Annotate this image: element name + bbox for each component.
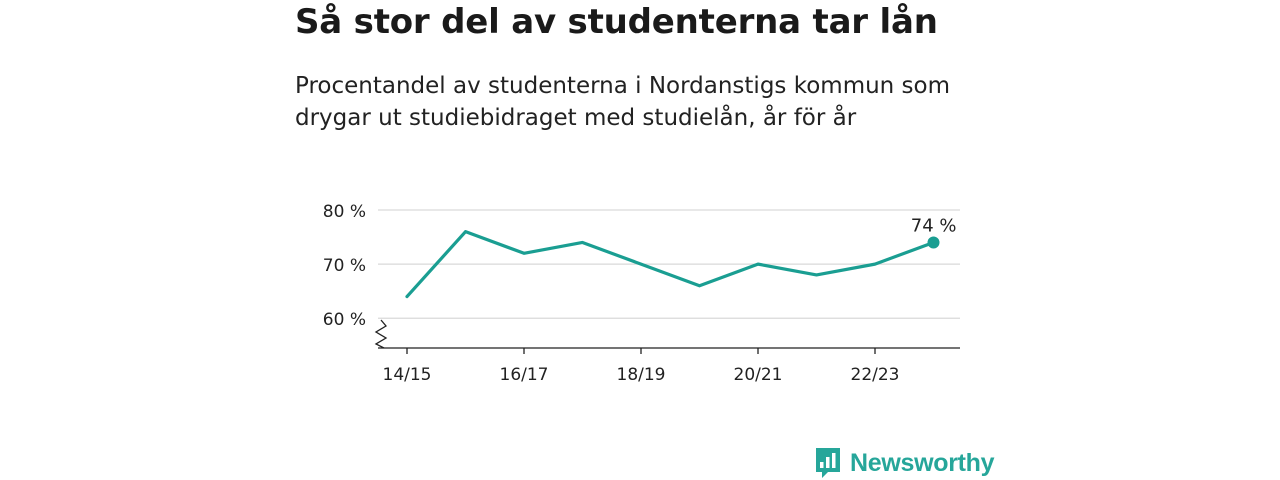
brand-name: Newsworthy — [850, 448, 995, 477]
x-tick-label: 16/17 — [500, 365, 549, 385]
x-tick-label: 20/21 — [734, 365, 783, 385]
y-tick-label: 60 % — [323, 310, 366, 330]
x-tick-label: 22/23 — [851, 365, 900, 385]
last-point-label: 74 % — [911, 215, 957, 236]
brand-logo: Newsworthy — [814, 446, 995, 480]
page-title: Så stor del av studenterna tar lån — [295, 2, 938, 42]
series-line — [405, 230, 936, 299]
x-tick-label: 18/19 — [617, 365, 666, 385]
x-tick-label: 14/15 — [383, 365, 432, 385]
bar-chart-speech-bubble-icon — [816, 448, 840, 478]
chart-subtitle: Procentandel av studenterna i Nordanstig… — [295, 73, 951, 131]
y-tick-label: 70 % — [323, 256, 366, 276]
axis-break-icon — [374, 319, 388, 349]
last-point-marker — [927, 236, 940, 249]
y-tick-label: 80 % — [323, 202, 366, 222]
